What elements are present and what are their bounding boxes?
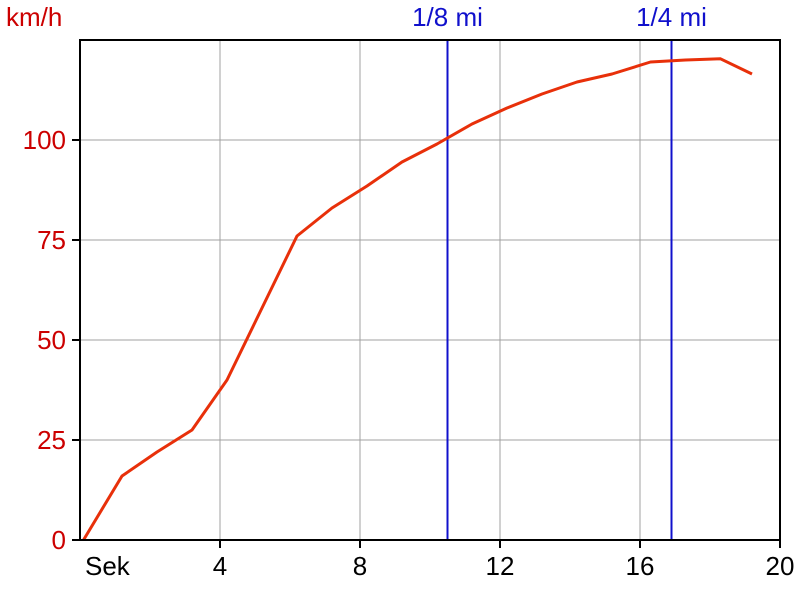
x-axis-unit-label: Sek <box>85 551 131 581</box>
axis-ticks: 4 8 12 16 20 0 25 50 75 100 <box>23 125 795 581</box>
distance-markers: 1/8 mi 1/4 mi <box>412 2 707 540</box>
plot-frame <box>79 39 781 541</box>
distance-marker-label: 1/8 mi <box>412 2 483 32</box>
x-tick-label: 4 <box>213 551 227 581</box>
y-tick-label: 0 <box>52 525 66 555</box>
y-tick-label: 100 <box>23 125 66 155</box>
y-axis-unit-label: km/h <box>6 2 62 32</box>
y-tick-label: 25 <box>37 425 66 455</box>
speed-series-line <box>82 57 753 541</box>
distance-marker-label: 1/4 mi <box>636 2 707 32</box>
y-tick-label: 50 <box>37 325 66 355</box>
x-tick-label: 12 <box>486 551 515 581</box>
grid <box>80 40 780 540</box>
x-tick-label: 16 <box>626 551 655 581</box>
x-tick-label: 8 <box>353 551 367 581</box>
y-tick-label: 75 <box>37 225 66 255</box>
x-tick-label: 20 <box>766 551 795 581</box>
